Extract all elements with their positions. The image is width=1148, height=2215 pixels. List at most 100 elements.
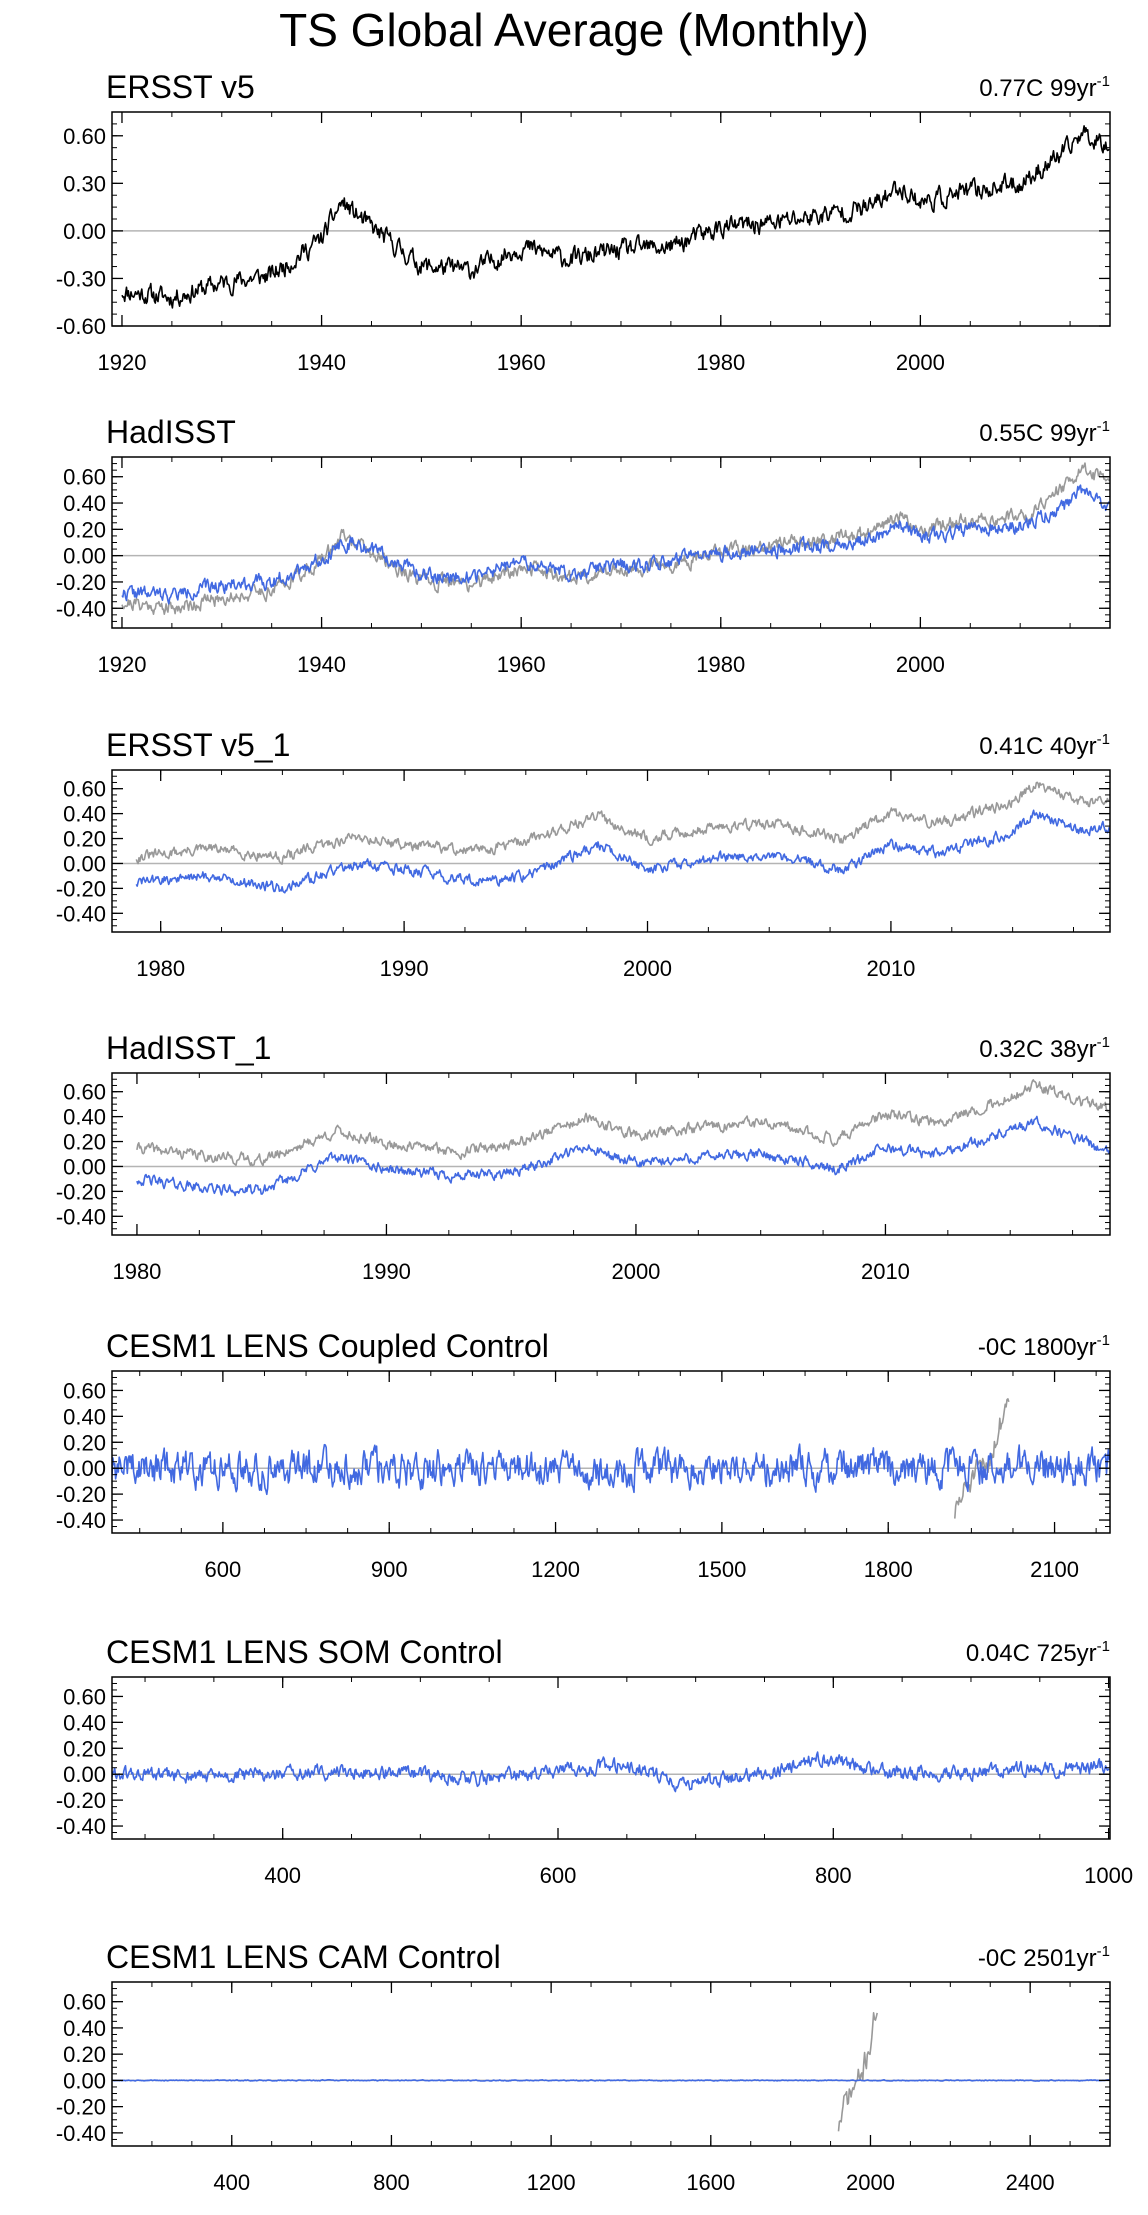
trend-value: 0.04C 725yr: [966, 1640, 1097, 1667]
y-tick-label: 0.40: [63, 1404, 106, 1429]
x-tick-label: 1500: [697, 1557, 746, 1582]
x-tick-label: 400: [213, 2170, 250, 2195]
x-tick-label: 1000: [1084, 1863, 1133, 1888]
plot-frame: [111, 111, 1111, 327]
y-tick-label: 0.60: [63, 1378, 106, 1403]
trend-label: 0.41C 40yr-1: [979, 731, 1110, 760]
x-tick-label: 2000: [846, 2170, 895, 2195]
series-line: [121, 484, 1110, 605]
chart-panel: HadISST_1 0.32C 38yr-1 1980 1990 2000 2010 0.6…: [56, 1030, 1111, 1284]
y-tick-label: -0.30: [56, 266, 106, 291]
y-tick-label: 0.20: [63, 1430, 106, 1455]
y-tick-label: 0.20: [63, 1736, 106, 1761]
y-tick-label: 0.60: [63, 1684, 106, 1709]
series-line: [837, 2012, 878, 2132]
y-tick-label: 0.20: [63, 827, 106, 852]
y-tick-label: 0.00: [63, 2068, 106, 2093]
y-tick-label: 0.30: [63, 171, 106, 196]
x-tick-label: 1940: [297, 350, 346, 375]
y-tick-label: 0.00: [63, 1154, 106, 1179]
y-tick-label: 0.40: [63, 491, 106, 516]
plot-frame: [111, 1072, 1111, 1236]
y-tick-label: -0.40: [56, 1508, 106, 1533]
series-line: [136, 1115, 1110, 1197]
x-tick-label: 900: [371, 1557, 408, 1582]
y-tick-label: -0.20: [56, 570, 106, 595]
y-tick-label: 0.60: [63, 124, 106, 149]
trend-value: -0C 2501yr: [978, 1945, 1097, 1972]
trend-label: -0C 2501yr-1: [978, 1943, 1110, 1972]
y-tick-label: -0.20: [56, 2095, 106, 2120]
chart-title: HadISST: [106, 414, 236, 450]
x-tick-label: 2010: [866, 956, 915, 981]
trend-label: 0.77C 99yr-1: [979, 73, 1110, 102]
x-tick-label: 2010: [861, 1259, 910, 1284]
x-tick-label: 1980: [696, 652, 745, 677]
x-tick-label: 800: [373, 2170, 410, 2195]
y-tick-label: 0.00: [63, 1762, 106, 1787]
trend-value: 0.41C 40yr: [979, 733, 1096, 760]
trend-exponent: -1: [1097, 1638, 1110, 1655]
y-tick-label: 0.00: [63, 851, 106, 876]
x-tick-label: 2000: [623, 956, 672, 981]
y-tick-label: -0.20: [56, 1179, 106, 1204]
x-tick-label: 1990: [380, 956, 429, 981]
y-tick-label: 0.00: [63, 544, 106, 569]
trend-exponent: -1: [1097, 73, 1110, 90]
x-tick-label: 2100: [1030, 1557, 1079, 1582]
trend-value: 0.32C 38yr: [979, 1036, 1096, 1063]
trend-value: -0C 1800yr: [978, 1334, 1097, 1361]
trend-exponent: -1: [1097, 1034, 1110, 1051]
trend-exponent: -1: [1097, 731, 1110, 748]
x-tick-label: 1990: [362, 1259, 411, 1284]
x-tick-label: 2000: [896, 652, 945, 677]
plot-frame: [111, 1981, 1111, 2147]
plot-frame: [111, 456, 1111, 629]
y-tick-label: 0.40: [63, 1710, 106, 1735]
trend-value: 0.77C 99yr: [979, 75, 1096, 102]
y-tick-label: -0.20: [56, 876, 106, 901]
y-tick-label: 0.20: [63, 2042, 106, 2067]
chart-panel: CESM1 LENS CAM Control -0C 2501yr-1 400 800…: [56, 1939, 1111, 2195]
y-tick-label: 0.20: [63, 1130, 106, 1155]
x-tick-label: 1980: [112, 1259, 161, 1284]
y-tick-label: -0.40: [56, 901, 106, 926]
trend-label: -0C 1800yr-1: [978, 1332, 1110, 1361]
trend-exponent: -1: [1097, 1332, 1110, 1349]
chart-title: CESM1 LENS Coupled Control: [106, 1328, 549, 1364]
x-tick-label: 1920: [98, 652, 147, 677]
series-line: [954, 1398, 1010, 1519]
chart-panel: ERSST v5 0.77C 99yr-1 1920 1940 1960 1980 2000…: [56, 69, 1111, 375]
x-tick-label: 2400: [1006, 2170, 1055, 2195]
y-tick-label: 0.00: [63, 219, 106, 244]
x-tick-label: 600: [540, 1863, 577, 1888]
y-tick-label: 0.60: [63, 1990, 106, 2015]
x-tick-label: 400: [264, 1863, 301, 1888]
x-tick-label: 2000: [896, 350, 945, 375]
series-line: [135, 781, 1110, 865]
y-tick-label: -0.40: [56, 596, 106, 621]
trend-value: 0.55C 99yr: [979, 420, 1096, 447]
y-tick-label: 0.60: [63, 1080, 106, 1105]
series-line: [112, 1751, 1110, 1793]
y-tick-label: -0.40: [56, 2121, 106, 2146]
series-line: [135, 809, 1110, 894]
chart-panel: CESM1 LENS SOM Control 0.04C 725yr-1 400 60…: [56, 1634, 1133, 1888]
plot-frame: [111, 1370, 1111, 1534]
y-tick-label: 0.00: [63, 1456, 106, 1481]
series-line: [121, 125, 1110, 309]
x-tick-label: 1940: [297, 652, 346, 677]
y-tick-label: 0.60: [63, 465, 106, 490]
trend-exponent: -1: [1097, 1943, 1110, 1960]
y-tick-label: -0.20: [56, 1788, 106, 1813]
series-line: [121, 462, 1110, 616]
x-tick-label: 1980: [136, 956, 185, 981]
series-line: [136, 1079, 1110, 1167]
y-tick-label: -0.40: [56, 1814, 106, 1839]
y-tick-label: 0.20: [63, 517, 106, 542]
x-tick-label: 1200: [531, 1557, 580, 1582]
y-tick-label: 0.40: [63, 802, 106, 827]
trend-label: 0.32C 38yr-1: [979, 1034, 1110, 1063]
x-tick-label: 800: [815, 1863, 852, 1888]
trend-exponent: -1: [1097, 418, 1110, 435]
